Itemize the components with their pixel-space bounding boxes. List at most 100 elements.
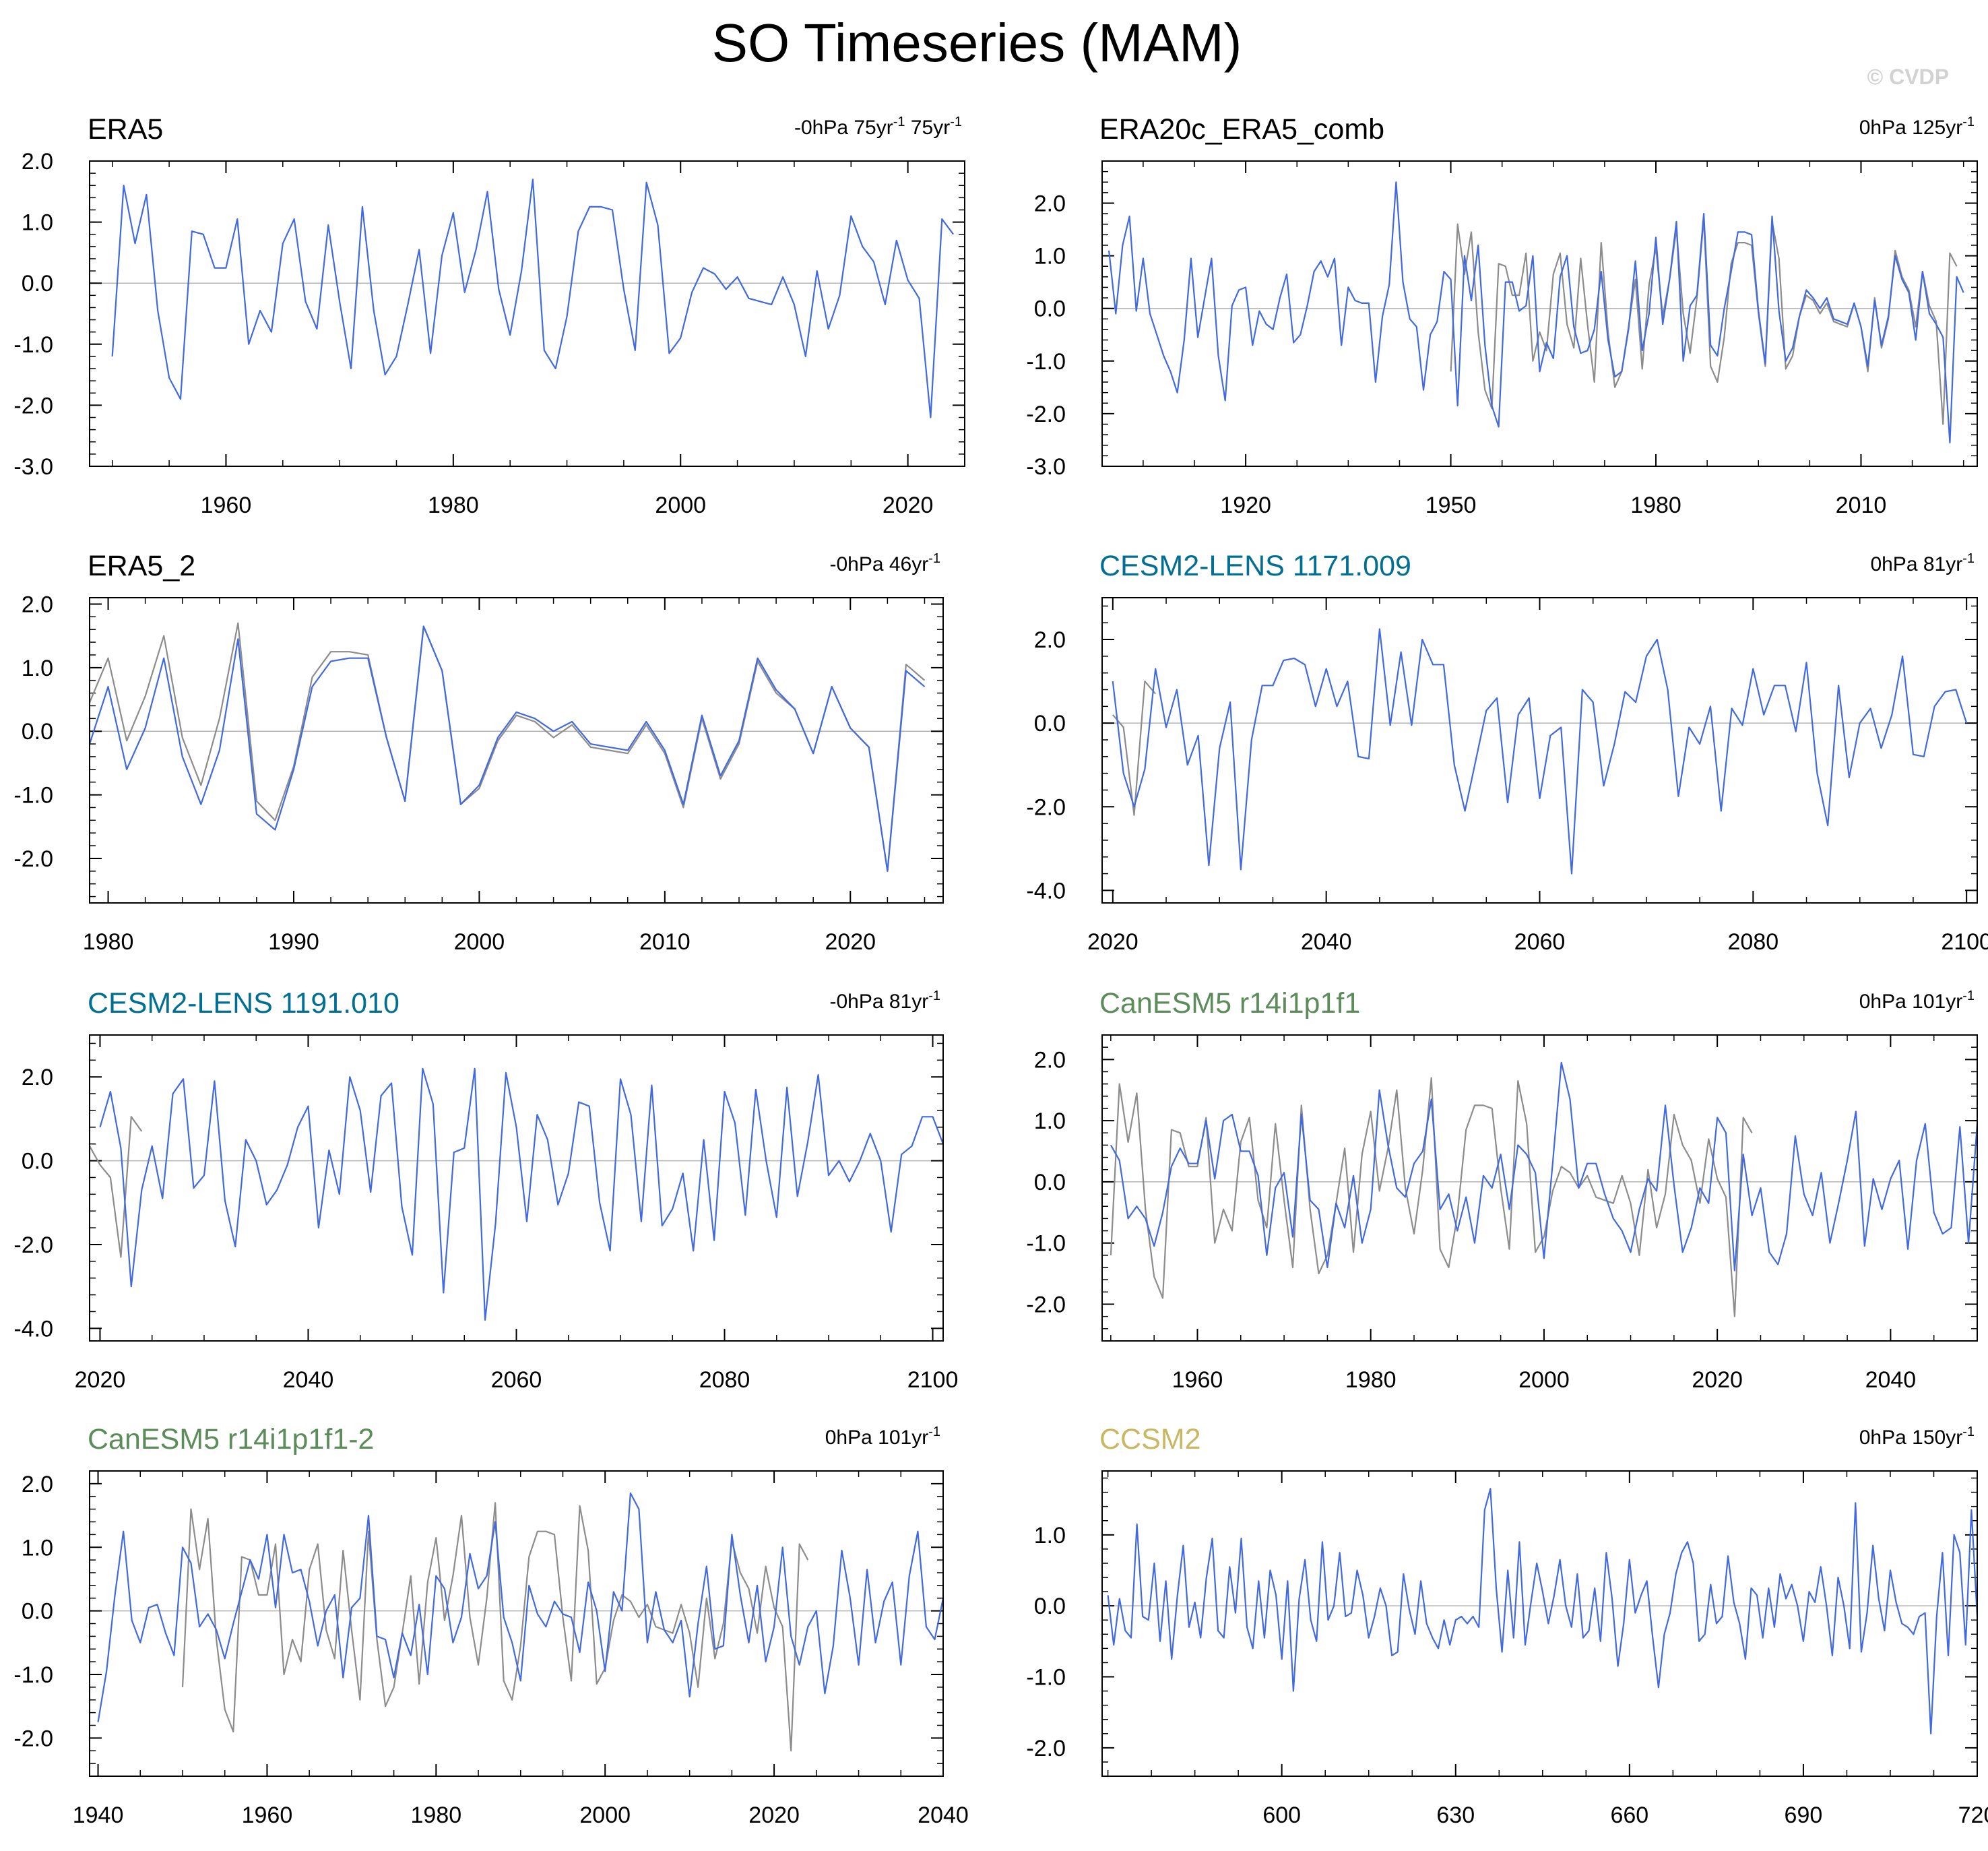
series-line [99, 1067, 943, 1321]
x-tick-label: 2060 [1514, 929, 1566, 955]
stats-label: -0hPa 81yr-1 [829, 989, 940, 1013]
series-line [1112, 680, 1157, 816]
x-tick-label: 2020 [748, 1802, 800, 1828]
x-tick-label: 690 [1785, 1802, 1823, 1828]
series-line [111, 179, 954, 418]
series-line [97, 1492, 943, 1722]
copyright-label: © CVDP [1867, 65, 1949, 89]
x-tick-label: 1960 [1172, 1367, 1223, 1393]
plot-frame [89, 1470, 944, 1777]
y-tick-label: 1.0 [1034, 1108, 1066, 1134]
y-tick-label: 1.0 [22, 656, 53, 681]
page-title: SO Timeseries (MAM) [711, 13, 1242, 73]
chart-panel-8: 600 630 660 690 720 1.0 0.0 -1.0 -2.0 CCSM2 0hPa 1… [1026, 1423, 1988, 1828]
stats-label: 0hPa 101yr-1 [1859, 989, 1975, 1013]
x-tick-label: 2020 [883, 493, 934, 518]
series-line [1450, 218, 1958, 425]
y-tick-label: 2.0 [1034, 191, 1066, 216]
x-tick-label: 1990 [268, 929, 319, 955]
chart-panel-6: 1960 1980 2000 2020 2040 2.0 1.0 0.0 -1.0 -2.0 Can… [1026, 987, 1978, 1393]
x-tick-label: 2010 [1836, 493, 1887, 518]
y-tick-label: 2.0 [22, 592, 53, 617]
y-tick-label: 0.0 [22, 719, 53, 745]
x-tick-label: 630 [1436, 1802, 1475, 1828]
stats-label: -0hPa 46yr-1 [829, 551, 940, 575]
chart-panel-3: 1980 1990 2000 2010 2020 2.0 1.0 0.0 -1.0 -2.0 ERA… [13, 550, 944, 955]
x-tick-label: 2020 [1087, 929, 1139, 955]
series-line [90, 622, 926, 872]
x-tick-label: 2100 [907, 1367, 959, 1393]
y-tick-label: 2.0 [22, 149, 53, 175]
y-tick-label: -2.0 [13, 1726, 53, 1751]
x-tick-label: 2000 [579, 1802, 631, 1828]
y-tick-label: 0.0 [1034, 1170, 1066, 1195]
y-tick-label: -2.0 [13, 393, 53, 418]
x-tick-label: 1960 [201, 493, 252, 518]
x-tick-label: 660 [1610, 1802, 1648, 1828]
y-tick-label: 0.0 [22, 1599, 53, 1625]
y-tick-label: 1.0 [22, 1535, 53, 1561]
y-tick-label: -2.0 [13, 846, 53, 872]
series-line [90, 1116, 143, 1258]
y-tick-label: -4.0 [1026, 878, 1066, 904]
x-tick-label: 2000 [454, 929, 505, 955]
panel-title: ERA5 [88, 113, 163, 146]
x-tick-label: 2100 [1941, 929, 1988, 955]
y-tick-label: -1.0 [1026, 1665, 1066, 1691]
y-tick-label: -1.0 [1026, 349, 1066, 375]
y-tick-label: -3.0 [13, 454, 53, 480]
x-tick-label: 2080 [1728, 929, 1779, 955]
x-tick-label: 2000 [1518, 1367, 1570, 1393]
plot-frame [89, 1034, 944, 1342]
panel-title: CanESM5 r14i1p1f1-2 [88, 1423, 374, 1455]
plot-frame [89, 160, 965, 467]
x-tick-label: 2040 [1301, 929, 1352, 955]
y-tick-label: -2.0 [1026, 1292, 1066, 1318]
x-tick-label: 1980 [1630, 493, 1681, 518]
panel-title: ERA5_2 [88, 550, 195, 582]
x-tick-label: 1960 [242, 1802, 293, 1828]
y-tick-label: -4.0 [13, 1316, 53, 1342]
x-tick-label: 2000 [655, 493, 706, 518]
y-tick-label: 0.0 [1034, 1594, 1066, 1619]
series-line [90, 625, 926, 872]
chart-panel-1: 1960 1980 2000 2020 2.0 1.0 0.0 -1.0 -2.0 -3.0 ERA… [13, 113, 965, 518]
x-tick-label: 1980 [428, 493, 479, 518]
x-tick-label: 2040 [1865, 1367, 1917, 1393]
x-tick-label: 2010 [639, 929, 691, 955]
stats-label: 0hPa 125yr-1 [1859, 115, 1975, 139]
chart-panel-4: 2020 2040 2060 2080 2100 2.0 0.0 -2.0 -4.0 CESM2-… [1026, 550, 1988, 955]
x-tick-label: 1920 [1220, 493, 1271, 518]
x-tick-label: 1950 [1425, 493, 1477, 518]
y-tick-label: -2.0 [13, 1232, 53, 1258]
series-line [1110, 1061, 1977, 1272]
x-tick-label: 2040 [283, 1367, 334, 1393]
y-tick-label: 0.0 [22, 1149, 53, 1174]
stats-label: 0hPa 101yr-1 [825, 1424, 940, 1449]
x-tick-label: 600 [1262, 1802, 1301, 1828]
x-tick-label: 2020 [825, 929, 876, 955]
chart-panel-7: 1940 1960 1980 2000 2020 2040 2.0 1.0 0.0 -1.0 -2.… [13, 1423, 968, 1828]
y-tick-label: -2.0 [1026, 1736, 1066, 1761]
panel-title: ERA20c_ERA5_comb [1099, 113, 1384, 146]
panel-title: CESM2-LENS 1191.010 [88, 987, 399, 1019]
y-tick-label: -1.0 [13, 1662, 53, 1688]
y-tick-label: 0.0 [22, 271, 53, 296]
x-tick-label: 2080 [699, 1367, 750, 1393]
y-tick-label: -1.0 [1026, 1231, 1066, 1257]
y-tick-label: -3.0 [1026, 454, 1066, 480]
y-tick-label: 0.0 [1034, 296, 1066, 322]
panel-title: CanESM5 r14i1p1f1 [1099, 987, 1360, 1019]
plot-frame [89, 597, 944, 904]
x-tick-label: 2020 [75, 1367, 126, 1393]
plot-frame [1101, 1034, 1978, 1342]
panel-title: CCSM2 [1099, 1423, 1201, 1455]
series-line [1112, 628, 1968, 875]
y-tick-label: 1.0 [1034, 1523, 1066, 1548]
y-tick-label: -1.0 [13, 783, 53, 809]
series-line [1107, 1488, 1977, 1734]
stats-label: -0hPa 75yr-1 75yr-1 [794, 115, 962, 139]
x-tick-label: 720 [1958, 1802, 1988, 1828]
series-line [181, 1502, 809, 1752]
